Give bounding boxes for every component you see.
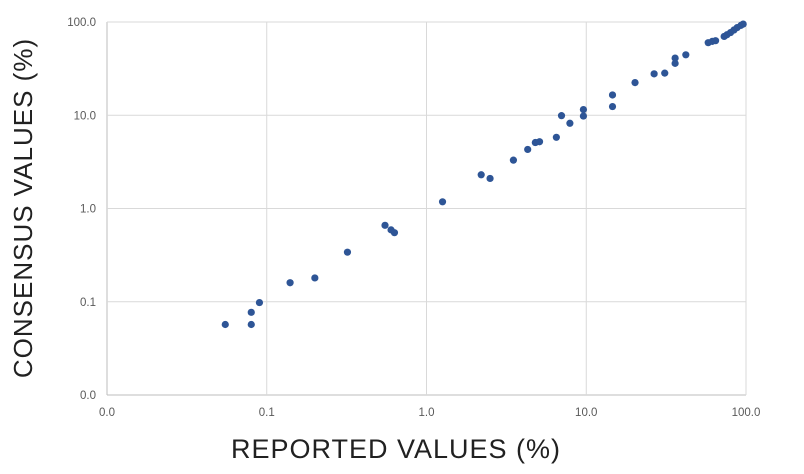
y-tick-label: 0.1 — [80, 297, 96, 309]
data-point — [311, 274, 319, 282]
y-tick-label: 100.0 — [67, 17, 96, 29]
data-point — [486, 174, 494, 183]
data-point — [286, 279, 294, 287]
data-point — [566, 119, 574, 127]
data-point — [631, 78, 639, 87]
data-point — [438, 198, 447, 206]
data-point — [711, 37, 720, 45]
data-point — [221, 320, 229, 329]
data-point — [650, 70, 658, 78]
data-point — [608, 91, 617, 99]
data-point — [247, 308, 255, 316]
data-point — [608, 102, 617, 111]
data-point — [579, 112, 588, 120]
data-point — [524, 145, 532, 154]
y-axis-title: CONSENSUS VALUES (%) — [8, 37, 38, 379]
data-point — [671, 54, 679, 62]
data-point — [535, 138, 544, 146]
data-point — [739, 20, 747, 28]
x-tick-label: 0.1 — [259, 407, 275, 419]
data-point — [343, 248, 352, 256]
data-point — [255, 298, 264, 307]
data-point — [579, 105, 588, 114]
x-tick-label: 1.0 — [419, 407, 435, 419]
y-tick-label: 0.0 — [80, 390, 96, 402]
x-axis-title: REPORTED VALUES (%) — [230, 434, 562, 464]
x-tick-label: 0.0 — [99, 407, 115, 419]
data-point — [557, 112, 566, 120]
data-point — [247, 320, 255, 329]
data-point — [552, 133, 560, 141]
data-point — [661, 69, 669, 77]
x-tick-label: 10.0 — [575, 407, 597, 419]
data-point — [390, 229, 399, 237]
data-point — [477, 171, 485, 179]
x-tick-label: 100.0 — [732, 407, 761, 419]
y-tick-label: 1.0 — [80, 204, 96, 216]
data-point — [509, 156, 518, 164]
data-point — [671, 59, 679, 67]
data-point — [682, 51, 690, 59]
y-tick-label: 10.0 — [74, 110, 96, 122]
data-point — [381, 221, 389, 229]
